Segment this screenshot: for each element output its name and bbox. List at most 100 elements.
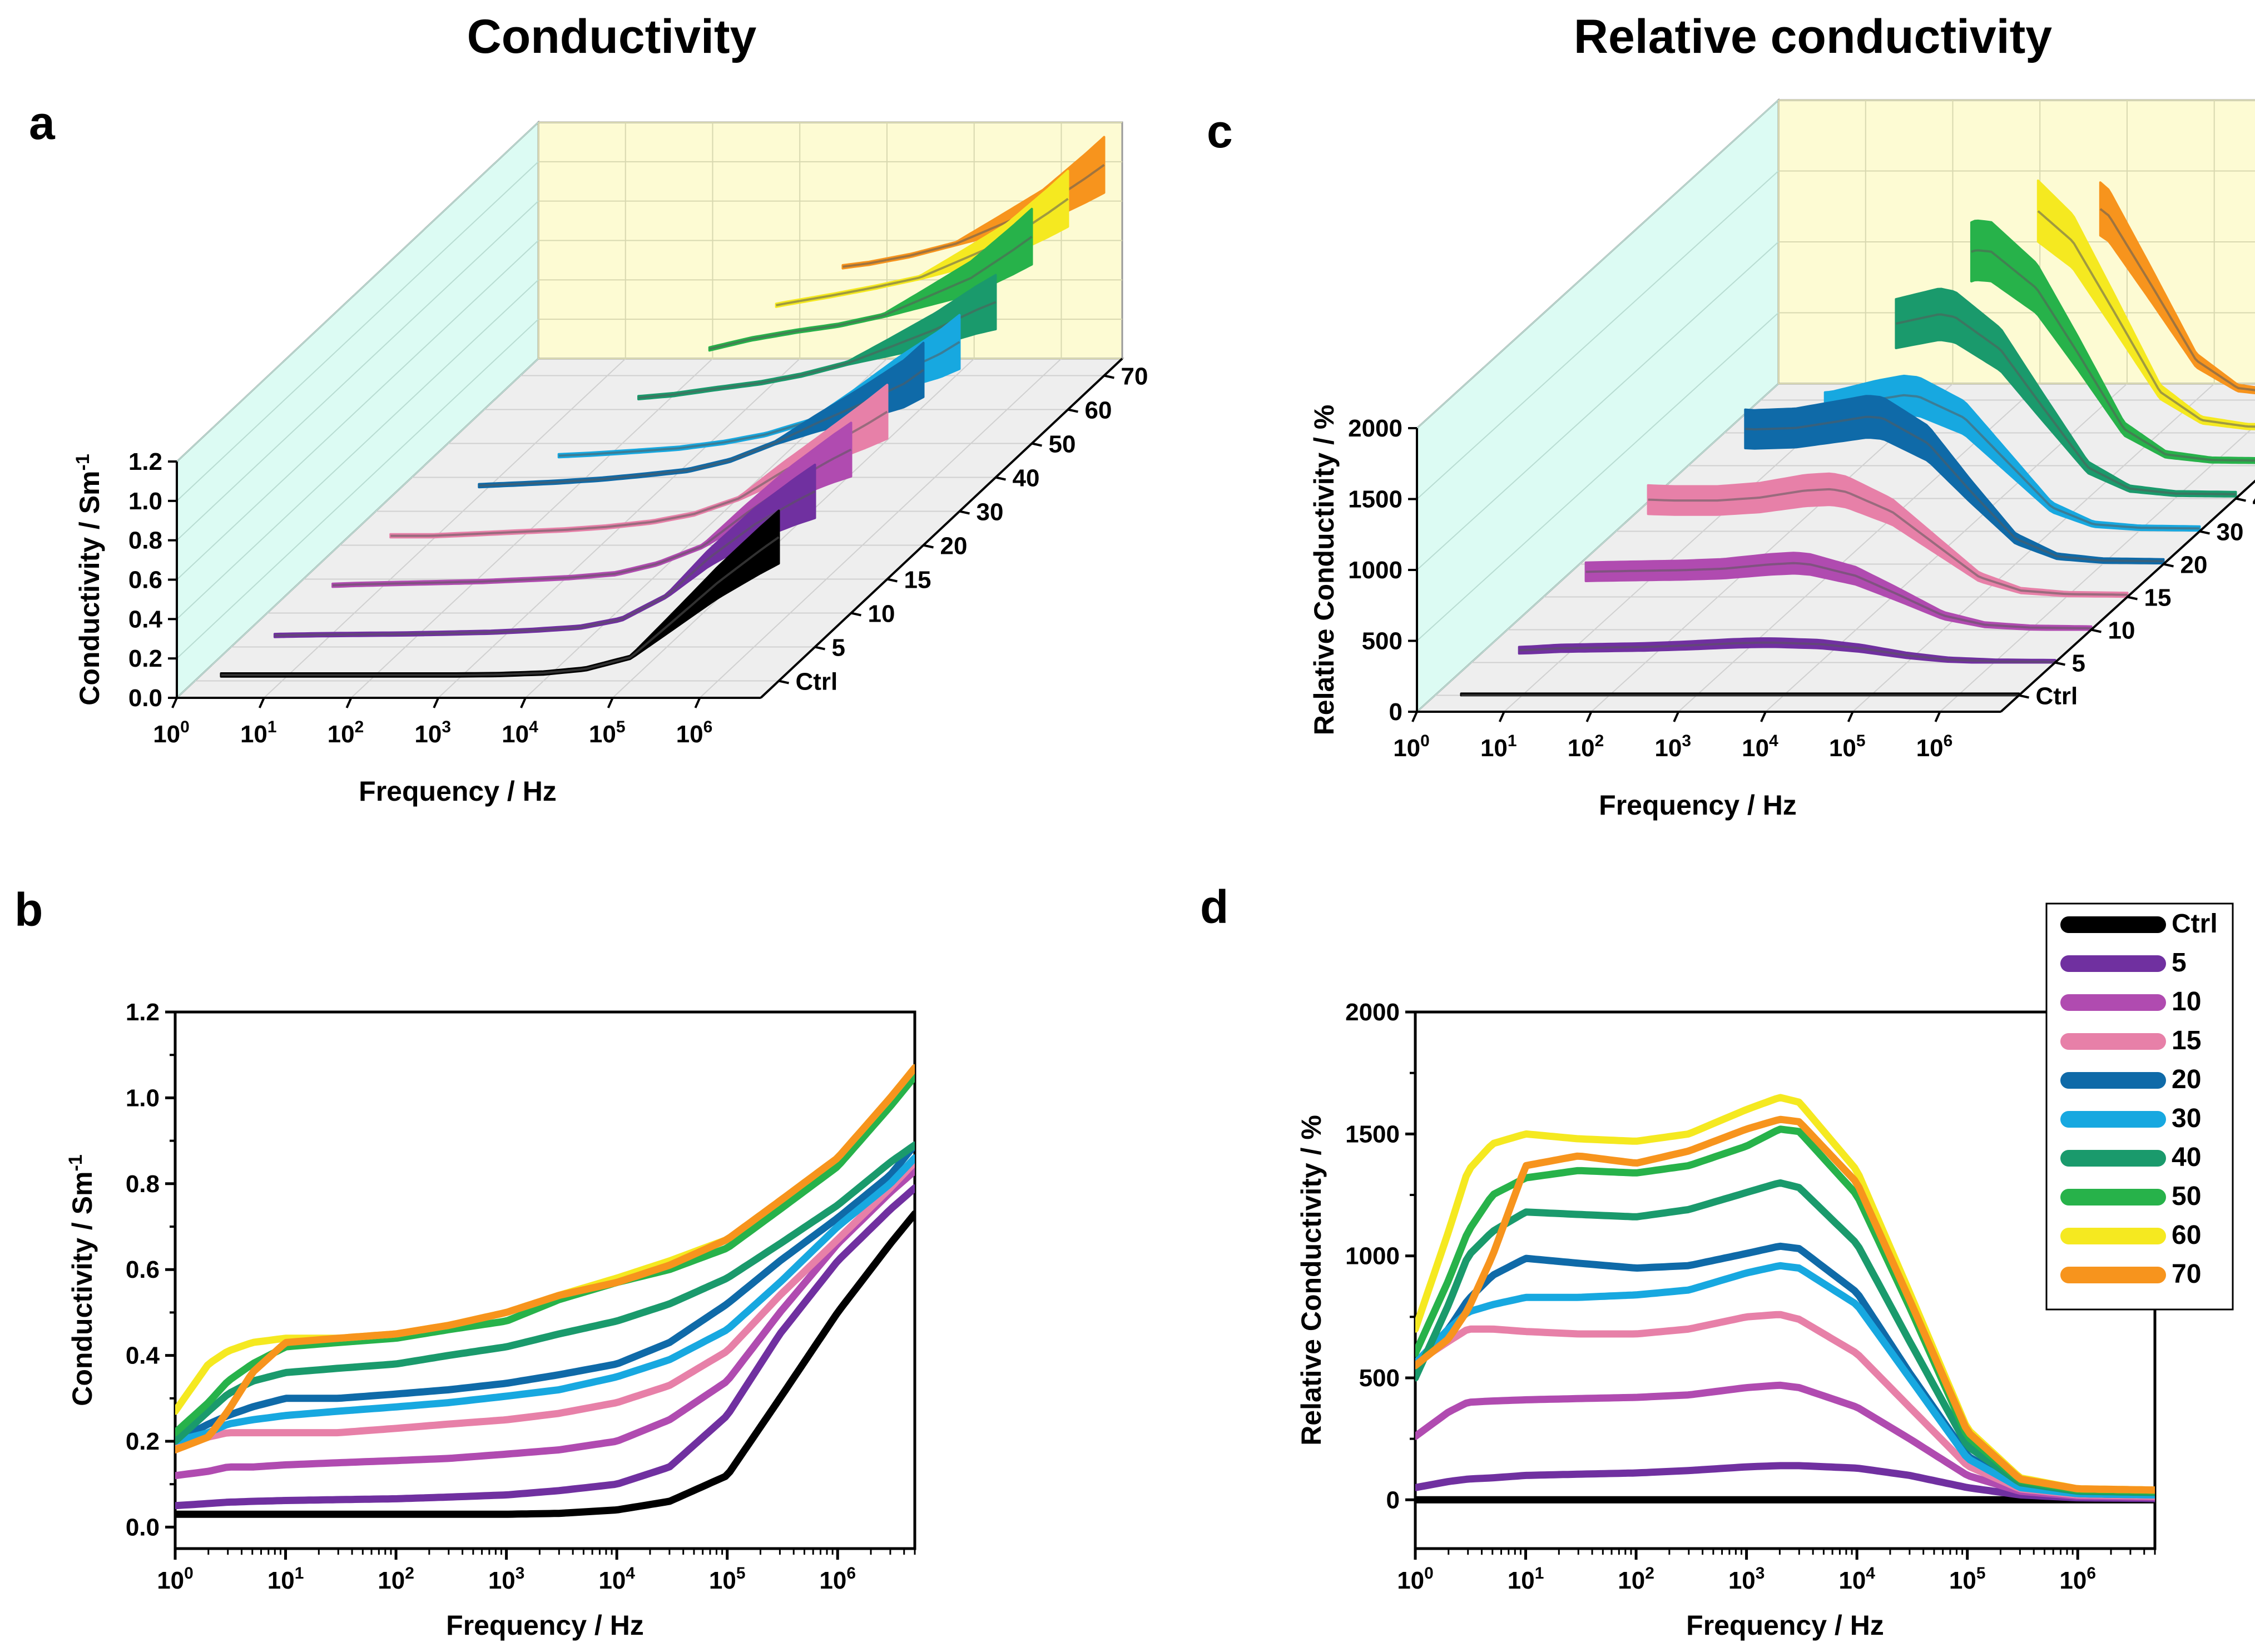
series-group [175, 1064, 915, 1518]
y-tick-label: 500 [1359, 1365, 1400, 1392]
y-tick-label: 0 [1386, 1486, 1400, 1514]
x-tick-label: 104 [598, 1564, 635, 1594]
series-line-40 [1415, 1179, 2155, 1496]
z-tick [779, 679, 789, 684]
floor-grid-x [1939, 425, 2255, 712]
panel-label-c: c [1207, 105, 1233, 157]
z-tick [851, 612, 861, 617]
ribbon-50 [1970, 219, 2255, 464]
legend-label: 10 [2172, 987, 2201, 1016]
ribbon-70 [2099, 181, 2255, 395]
legend-label: 60 [2172, 1221, 2201, 1250]
x-tick [1498, 711, 1505, 722]
z-tick [2199, 530, 2210, 535]
y-tick-label: 1500 [1345, 1120, 1400, 1148]
z-tick [2055, 661, 2065, 666]
z-tick-label: 15 [904, 567, 931, 594]
ribbon-midline-40 [638, 301, 997, 399]
y-tick-label: 1000 [1348, 557, 1402, 584]
ribbon-midline-15 [1648, 488, 2128, 596]
side-grid-y [176, 240, 539, 581]
ribbon-midline-30 [1825, 394, 2200, 530]
title-right: Relative conductivity [1574, 10, 2052, 63]
ribbon-midline-5 [274, 490, 816, 637]
z-tick [815, 646, 825, 651]
ribbon-Ctrl [220, 509, 780, 678]
ribbon-midline-Ctrl [221, 536, 780, 676]
y-tick-label: 1.0 [128, 488, 162, 515]
z-tick-label: 5 [2072, 650, 2085, 677]
ribbon-midline-10 [1585, 562, 2092, 629]
y-tick-label: 2000 [1345, 999, 1400, 1026]
x-tick [433, 697, 440, 708]
ribbon-10 [331, 421, 853, 588]
title-left: Conductivity [467, 10, 757, 63]
ribbon-15 [389, 384, 889, 539]
x-tick-label: 101 [267, 1564, 304, 1594]
x-axis-label: Frequency / Hz [1599, 790, 1797, 821]
z-tick-label: 40 [2253, 486, 2255, 513]
z-tick [1068, 408, 1078, 413]
y-tick-label: 500 [1362, 628, 1402, 655]
legend: Ctrl 5 10 15 20 30 40 50 60 70 [2045, 902, 2234, 1311]
z-tick [995, 476, 1006, 481]
legend-label: 70 [2172, 1259, 2201, 1289]
x-tick-label: 106 [676, 718, 713, 748]
z-tick-label: Ctrl [2036, 683, 2078, 710]
x-tick-label: 100 [153, 718, 190, 748]
x-tick-label: 103 [488, 1564, 525, 1594]
floor-grid-x [612, 358, 975, 698]
z-tick-label: 20 [2180, 552, 2208, 579]
x-tick-label: 101 [1508, 1564, 1544, 1594]
x-tick-label: 104 [502, 718, 538, 748]
series-line-30 [175, 1154, 915, 1445]
x-tick-label: 102 [328, 718, 364, 748]
z-tick-label: 10 [868, 601, 895, 628]
y-tick-label: 2000 [1348, 415, 1402, 442]
x-tick [1585, 711, 1593, 722]
side-grid-y [176, 200, 539, 541]
series-line-5 [175, 1184, 915, 1510]
z-tick-label: 30 [2217, 519, 2244, 546]
side-grid-y [1416, 241, 1779, 570]
y-tick-label: 0.0 [126, 1514, 160, 1541]
series-line-30 [1415, 1262, 2155, 1499]
x-tick-label: 102 [378, 1564, 414, 1594]
y-tick-label: 0.2 [126, 1428, 160, 1455]
z-tick [2019, 694, 2029, 699]
series-line-40 [175, 1141, 915, 1445]
series-group [1415, 1094, 2155, 1504]
z-tick-label: 20 [940, 533, 968, 560]
side-grid-y [176, 161, 539, 502]
x-tick [258, 697, 265, 708]
y-tick-label: 0.0 [128, 684, 162, 712]
x-axis-label: Frequency / Hz [446, 1610, 644, 1641]
z-tick-label: 30 [977, 499, 1004, 526]
z-tick-label: 50 [1049, 431, 1076, 458]
z-tick [959, 510, 970, 515]
legend-label: 50 [2172, 1182, 2201, 1211]
x-tick-label: 103 [1654, 732, 1691, 762]
x-tick-label: 102 [1618, 1564, 1654, 1594]
x-tick-label: 101 [1480, 732, 1517, 762]
x-tick [1760, 711, 1767, 722]
y-tick-label: 0.6 [126, 1256, 160, 1283]
y-tick-label: 0.4 [128, 606, 163, 633]
ribbon-40 [1895, 287, 2237, 498]
side-grid-y [1416, 170, 1779, 500]
y-tick-label: 1500 [1348, 486, 1402, 513]
x-tick-label: 103 [1728, 1564, 1765, 1594]
z-tick-label: 5 [832, 634, 845, 662]
series-line-70 [1415, 1115, 2155, 1494]
legend-label: 30 [2172, 1104, 2201, 1133]
x-axis-label: Frequency / Hz [359, 776, 557, 807]
x-tick-label: 104 [1838, 1564, 1875, 1594]
x-tick [607, 697, 614, 708]
ribbon-midline-50 [1971, 249, 2255, 462]
x-tick-label: 104 [1742, 732, 1778, 762]
ribbon-midline-60 [2037, 210, 2255, 428]
side-grid-y [1416, 100, 1779, 429]
ribbon-midline-40 [1895, 313, 2236, 495]
